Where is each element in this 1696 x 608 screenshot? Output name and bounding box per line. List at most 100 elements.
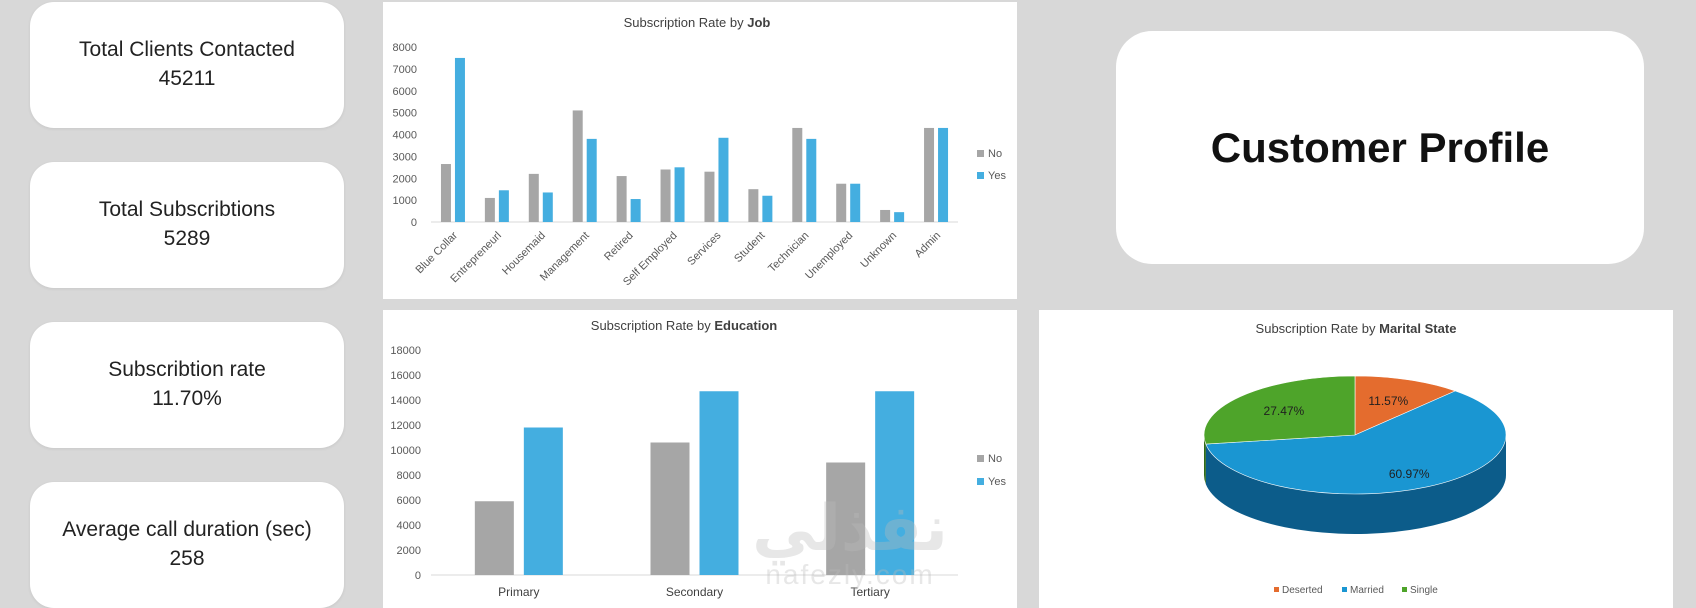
x-tick-label: Retired [602, 230, 636, 264]
y-tick-label: 6000 [393, 86, 417, 98]
y-tick-label: 8000 [393, 42, 417, 54]
bar-yes [699, 391, 739, 575]
bar-no [440, 164, 451, 222]
bar-no [704, 171, 715, 222]
kpi-card-subscription-rate: Subscribtion rate 11.70% [30, 322, 344, 448]
bar-no [660, 169, 671, 222]
y-tick-label: 2000 [393, 173, 417, 185]
kpi-card-total-subscriptions: Total Subscribtions 5289 [30, 162, 344, 288]
y-tick-label: 6000 [397, 495, 421, 507]
title-card: Customer Profile [1116, 31, 1644, 264]
bar-yes [850, 183, 861, 222]
legend-label-yes: Yes [988, 170, 1006, 182]
pie-slice-deserted [1354, 375, 1457, 436]
bar-yes [806, 138, 817, 222]
kpi-card-total-clients: Total Clients Contacted 45211 [30, 2, 344, 128]
chart-panel-education: Subscription Rate by Education 0 2000 4000 6… [383, 310, 1017, 608]
kpi-value: 45211 [158, 67, 216, 90]
chart-title-prefix: Subscription Rate by [591, 318, 715, 333]
pie-data-label: 11.57% [1368, 394, 1408, 408]
bar-no [650, 442, 690, 575]
x-tick-label: Secondary [666, 585, 723, 599]
bar-yes [586, 138, 597, 222]
bar-yes [718, 137, 729, 222]
y-tick-label: 16000 [390, 370, 421, 382]
pie-data-label: 60.97% [1389, 467, 1430, 481]
legend-swatch-married [1342, 587, 1347, 592]
y-tick-label: 7000 [393, 64, 417, 76]
legend-label-single: Single [1410, 585, 1438, 596]
y-tick-label: 4000 [397, 520, 421, 532]
pie-slice-married [1205, 390, 1507, 495]
legend-label-married: Married [1350, 585, 1384, 596]
pie-data-label: 27.47% [1264, 404, 1305, 418]
legend-label-yes: Yes [988, 476, 1006, 488]
y-tick-label: 2000 [397, 545, 421, 557]
bar-yes [523, 427, 563, 575]
legend-label-deserted: Deserted [1282, 585, 1323, 596]
y-tick-label: 8000 [397, 470, 421, 482]
bar-no [528, 173, 539, 222]
bar-no [748, 189, 759, 222]
bar-no [880, 209, 891, 222]
legend-swatch-yes [977, 172, 984, 179]
y-tick-label: 12000 [390, 420, 421, 432]
legend-swatch-no [977, 455, 984, 462]
pie-side-single [1204, 435, 1206, 485]
bar-no [836, 183, 847, 222]
chart-title-prefix: Subscription Rate by [1256, 321, 1380, 336]
kpi-card-avg-call-duration: Average call duration (sec) 258 [30, 482, 344, 608]
x-tick-label: Unknown [858, 230, 899, 271]
chart-title-prefix: Subscription Rate by [624, 15, 748, 30]
bar-yes [454, 57, 465, 222]
chart-panel-job: Subscription Rate by Job 0 1000 2000 3000 400… [383, 2, 1017, 299]
legend-swatch-yes [977, 478, 984, 485]
bar-yes [674, 167, 685, 222]
page-title: Customer Profile [1210, 123, 1550, 171]
y-tick-label: 18000 [390, 345, 421, 357]
kpi-label: Total Clients Contacted [79, 38, 295, 61]
kpi-label: Total Subscribtions [98, 198, 276, 221]
y-tick-label: 0 [415, 570, 421, 582]
legend-swatch-deserted [1274, 587, 1279, 592]
x-tick-label: Services [685, 229, 724, 268]
x-tick-label: Blue Collar [414, 229, 461, 276]
bar-no [792, 127, 803, 222]
pie-side-married [1205, 435, 1506, 534]
bar-no [826, 462, 866, 575]
x-tick-label: Tertiary [850, 585, 889, 599]
bar-no [484, 197, 495, 222]
bar-yes [630, 199, 641, 222]
kpi-value: 258 [169, 547, 205, 570]
bar-yes [498, 190, 509, 222]
chart-marital: Subscription Rate by Marital State 11.57%… [1203, 321, 1507, 596]
y-tick-label: 3000 [393, 151, 417, 163]
bar-yes [938, 127, 949, 222]
x-tick-label: Housemaid [500, 230, 548, 278]
bar-no [924, 127, 935, 222]
chart-education: Subscription Rate by Education 0 2000 4000 6… [390, 318, 1006, 599]
y-tick-label: 14000 [390, 395, 421, 407]
x-tick-label: Admin [913, 230, 944, 261]
bar-yes [762, 195, 773, 222]
y-tick-label: 4000 [393, 130, 417, 142]
chart-title-bold: Education [714, 318, 777, 333]
kpi-label: Subscribtion rate [108, 358, 266, 381]
y-tick-label: 0 [411, 217, 417, 229]
y-tick-label: 5000 [393, 108, 417, 120]
chart-panel-marital: Subscription Rate by Marital State 11.57%… [1039, 310, 1673, 608]
y-tick-label: 10000 [390, 445, 421, 457]
pie-slice-single [1203, 375, 1356, 445]
y-tick-label: 1000 [393, 195, 417, 207]
x-tick-label: Student [732, 230, 767, 265]
legend-label-no: No [988, 148, 1002, 160]
bar-yes [875, 391, 915, 575]
bar-no [474, 501, 514, 575]
kpi-label: Average call duration (sec) [62, 518, 312, 541]
kpi-value: 11.70% [152, 387, 222, 410]
chart-job: Subscription Rate by Job 0 1000 2000 3000 400… [393, 15, 1007, 288]
bar-no [616, 176, 627, 222]
kpi-value: 5289 [163, 227, 211, 250]
bar-yes [894, 212, 905, 222]
x-tick-label: Technician [766, 230, 811, 275]
